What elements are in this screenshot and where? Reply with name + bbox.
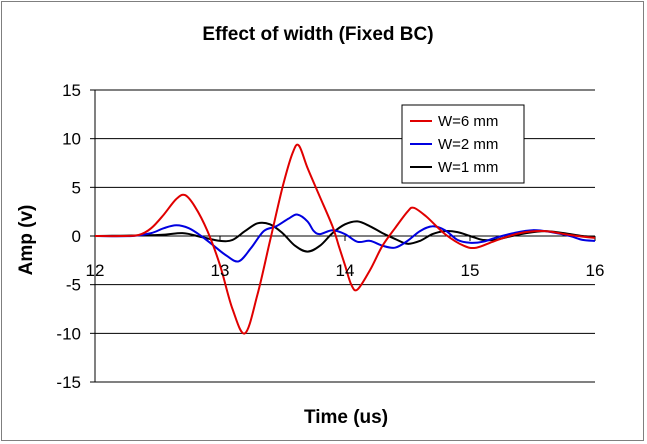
y-tick-label: -15 (56, 373, 81, 392)
y-tick-label: -5 (66, 276, 81, 295)
legend: W=6 mm W=2 mm W=1 mm (401, 104, 525, 184)
tick-labels: 15 10 5 0 -5 -10 -15 12 13 14 15 16 (56, 81, 604, 392)
y-tick-label: 5 (72, 178, 81, 197)
chart-title: Effect of width (Fixed BC) (202, 24, 433, 45)
x-tick-label: 13 (211, 261, 230, 280)
y-tick-label: -10 (56, 324, 81, 343)
series-line-2 (94, 213, 596, 263)
y-axis-label: Amp (v) (16, 205, 37, 276)
x-tick-label: 16 (586, 261, 605, 280)
x-axis-label: Time (us) (304, 407, 388, 428)
y-tick-label: 0 (72, 227, 81, 246)
legend-label: W=6 mm (438, 113, 498, 130)
x-tick-label: 15 (461, 261, 480, 280)
series-lines (94, 143, 596, 335)
series-line-1 (94, 143, 596, 335)
y-tick-label: 10 (62, 130, 81, 149)
legend-label: W=1 mm (438, 159, 498, 176)
legend-label: W=2 mm (438, 136, 498, 153)
y-tick-label: 15 (62, 81, 81, 100)
x-tick-label: 12 (86, 261, 105, 280)
x-tick-label: 14 (336, 261, 355, 280)
